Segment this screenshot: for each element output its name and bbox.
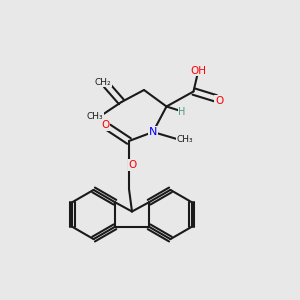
Text: CH₂: CH₂	[94, 78, 111, 87]
Text: CH₃: CH₃	[177, 135, 194, 144]
Text: O: O	[128, 160, 137, 170]
Text: OH: OH	[190, 65, 206, 76]
Text: N: N	[149, 127, 157, 137]
Text: CH₃: CH₃	[87, 112, 103, 121]
Text: H: H	[178, 107, 186, 117]
Text: O: O	[215, 96, 223, 106]
Text: O: O	[101, 120, 109, 130]
